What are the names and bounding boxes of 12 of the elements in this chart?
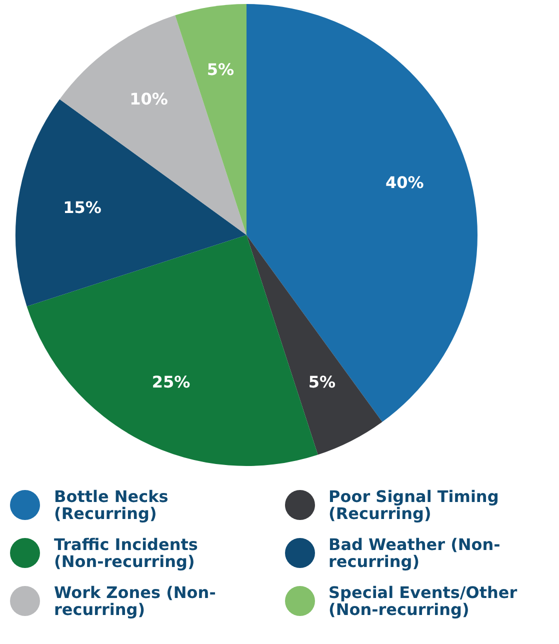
legend-label: Poor Signal Timing (Recurring) [328,487,500,523]
data-label: 25% [152,372,190,392]
legend-label: Traffic Incidents (Non-recurring) [54,535,199,571]
data-label: 5% [206,60,234,79]
legend-label: Work Zones (Non-recurring) [54,583,217,619]
legend-label: Special Events/Other (Non-recurring) [328,583,518,619]
legend-label: Bottle Necks (Recurring) [54,487,170,523]
data-label: 5% [308,372,336,392]
data-label: 10% [130,90,168,109]
legend-label: Bad Weather (Non-recurring) [328,535,502,571]
data-label: 40% [386,172,424,192]
data-label: 15% [63,198,102,218]
